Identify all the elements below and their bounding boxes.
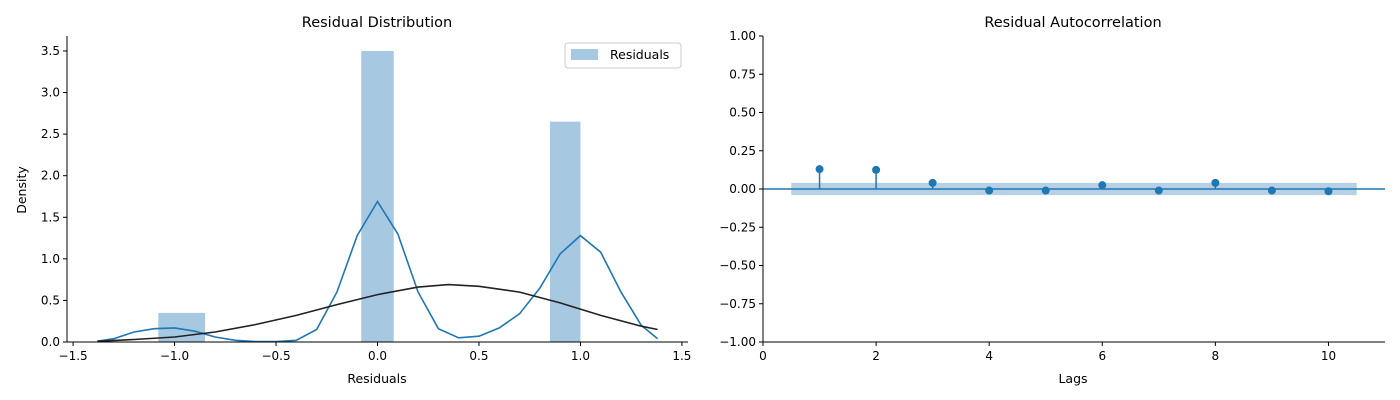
- chart-title-distribution: Residual Distribution: [302, 15, 452, 31]
- acf-point: [928, 178, 937, 187]
- x-tick-label: 4: [985, 349, 993, 363]
- x-tick-label: 8: [1212, 349, 1220, 363]
- x-tick-label: 10: [1321, 349, 1336, 363]
- left-ticks: −1.5 −1.0 −0.5 0.0 0.5 1.0 1.5 0.0 0.5 1.0 1.5 2.0 2…: [41, 44, 692, 363]
- x-tick-label: 2: [872, 349, 880, 363]
- y-tick-label: −0.50: [719, 259, 756, 273]
- acf-point: [815, 165, 824, 174]
- acf-point: [985, 186, 994, 195]
- normal-curve: [97, 283, 658, 342]
- legend-label: Residuals: [610, 47, 669, 62]
- acf-point: [872, 165, 881, 174]
- panel-residual-distribution: Residual Distribution −1.5 −1.0 −0.5 0.0 0.5…: [14, 15, 691, 386]
- histogram-bar: [550, 121, 581, 343]
- y-tick-label: 3.5: [41, 44, 60, 58]
- y-tick-label: −1.00: [719, 335, 756, 349]
- panel-residual-autocorrelation: Residual Autocorrelation 0 2 4 6 8 10 −1.00 −0.…: [719, 15, 1385, 386]
- y-tick-label: 1.00: [729, 29, 756, 43]
- y-tick-label: 0.50: [729, 106, 756, 120]
- chart-title-autocorrelation: Residual Autocorrelation: [984, 15, 1161, 31]
- xlabel-distribution: Residuals: [347, 371, 406, 386]
- y-tick-label: 3.0: [41, 86, 60, 100]
- y-tick-label: 0.5: [41, 293, 60, 307]
- right-ticks: 0 2 4 6 8 10 −1.00 −0.75 −0.50 −0.25 0.00 0.25 0.50 0…: [719, 29, 1336, 363]
- histogram-bar: [361, 50, 394, 342]
- x-tick-label: −0.5: [261, 349, 290, 363]
- x-tick-label: 0.5: [469, 349, 488, 363]
- x-tick-label: 1.0: [571, 349, 590, 363]
- acf-point: [1041, 186, 1050, 195]
- y-tick-label: 0.75: [729, 67, 756, 81]
- x-tick-label: 0.0: [368, 349, 387, 363]
- y-tick-label: 0.00: [729, 182, 756, 196]
- y-tick-label: 2.5: [41, 127, 60, 141]
- x-tick-label: −1.0: [160, 349, 189, 363]
- acf-point: [1324, 187, 1333, 196]
- y-tick-label: 2.0: [41, 169, 60, 183]
- x-tick-label: −1.5: [59, 349, 88, 363]
- acf-point: [1211, 178, 1220, 187]
- kde-curve: [97, 199, 659, 343]
- plot-area-distribution: [97, 50, 659, 343]
- y-tick-label: 1.5: [41, 210, 60, 224]
- x-tick-label: 1.5: [672, 349, 691, 363]
- legend-swatch: [571, 49, 598, 60]
- legend: Residuals: [564, 42, 682, 69]
- y-tick-label: 0.25: [729, 144, 756, 158]
- acf-point: [1154, 186, 1163, 195]
- plot-area-autocorrelation: [763, 165, 1385, 196]
- y-tick-label: −0.25: [719, 220, 756, 234]
- y-tick-label: 0.0: [41, 335, 60, 349]
- xlabel-autocorrelation: Lags: [1058, 371, 1087, 386]
- x-tick-label: 0: [759, 349, 767, 363]
- acf-point: [1267, 186, 1276, 195]
- ylabel-distribution: Density: [14, 166, 29, 214]
- y-tick-label: 1.0: [41, 252, 60, 266]
- x-tick-label: 6: [1098, 349, 1106, 363]
- y-tick-label: −0.75: [719, 297, 756, 311]
- acf-point: [1098, 181, 1107, 190]
